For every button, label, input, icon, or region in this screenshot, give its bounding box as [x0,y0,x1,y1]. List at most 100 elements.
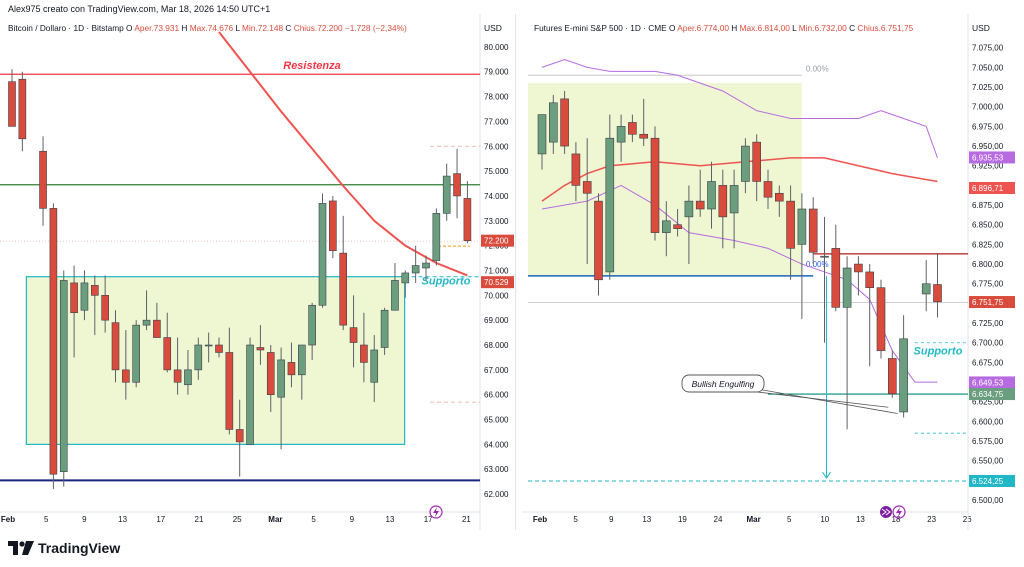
candle-body[interactable] [411,265,420,274]
candle-body[interactable] [101,295,109,321]
candle-body[interactable] [308,304,316,346]
candle-body[interactable] [741,145,750,182]
candle-body[interactable] [153,319,161,338]
candle-body[interactable] [204,344,213,347]
candle-body[interactable] [163,337,172,371]
candle-body[interactable] [39,150,47,209]
candle-body[interactable] [453,173,461,197]
candle-body[interactable] [763,181,773,198]
price-tag-label: 72.200 [484,237,509,246]
candle-body[interactable] [132,324,140,383]
candle-body[interactable] [370,349,379,383]
candle-body[interactable] [194,344,203,371]
candle-body[interactable] [422,262,430,269]
lightning-icon[interactable] [429,505,443,519]
candle-body[interactable] [442,175,451,214]
candle-body[interactable] [684,200,694,218]
candle-body[interactable] [571,153,581,186]
candle-body[interactable] [80,282,89,311]
candle-body[interactable] [225,352,234,430]
candle-body[interactable] [662,220,671,233]
candle-body[interactable] [582,181,592,194]
candle-body[interactable] [122,369,130,383]
band-lower-line[interactable] [541,184,938,383]
candle-body[interactable] [899,338,908,413]
candle-body[interactable] [380,309,389,348]
candle-body[interactable] [752,141,761,182]
candle-body[interactable] [865,271,875,288]
candle-body[interactable] [831,248,841,308]
candle-body[interactable] [820,255,829,258]
panel-divider[interactable] [515,14,522,530]
candle-body[interactable] [808,208,818,253]
candle-body[interactable] [842,267,852,308]
candle-body[interactable] [318,203,327,306]
candle-body[interactable] [401,272,410,284]
candle-body[interactable] [432,213,441,261]
x-tick-label: 21 [195,515,204,524]
candle-body[interactable] [628,122,637,135]
candle-body[interactable] [548,102,558,143]
ohlc-value: Min.6.732,00 [799,23,849,33]
candle-body[interactable] [277,359,285,398]
candle-body[interactable] [91,285,99,296]
candle-body[interactable] [921,283,931,295]
chart-header: Futures E-mini S&P 500 · 1D · CME O Aper… [534,23,914,33]
candle-body[interactable] [775,192,784,202]
candle-body[interactable] [349,327,358,343]
tradingview-logo[interactable]: TradingView [8,540,120,556]
sp500-chart-panel[interactable]: Futures E-mini S&P 500 · 1D · CME O Aper… [522,14,1024,530]
candle-body[interactable] [854,263,863,273]
candle-body[interactable] [463,198,472,241]
candle-body[interactable] [297,344,306,376]
candle-body[interactable] [537,114,547,155]
candle-body[interactable] [391,280,399,311]
candle-body[interactable] [246,344,254,445]
moving-average-line[interactable] [541,157,938,202]
candle-body[interactable] [876,287,886,351]
candle-body[interactable] [933,284,942,303]
candle-body[interactable] [215,344,223,353]
candle-body[interactable] [142,319,151,326]
candle-body[interactable] [70,282,78,314]
candle-body[interactable] [111,322,120,371]
candle-body[interactable] [786,200,795,249]
candle-body[interactable] [287,362,296,376]
candle-body[interactable] [639,133,648,139]
y-tick-label: 6.825,00 [972,240,1004,249]
bitcoin-chart[interactable]: Bitcoin / Dollaro · 1D · Bitstamp O Aper… [0,14,514,530]
candle-body[interactable] [18,78,27,140]
price-tag-label: 6.524,25 [972,477,1004,486]
candle-body[interactable] [256,347,265,351]
x-tick-label: 9 [82,515,87,524]
candle-body[interactable] [339,252,348,326]
candle-body[interactable] [729,185,739,214]
lightning-icon[interactable] [892,505,906,519]
candle-body[interactable] [707,181,716,210]
candle-body[interactable] [594,200,603,281]
candle-body[interactable] [266,352,275,395]
candle-body[interactable] [173,369,182,383]
candle-body[interactable] [673,224,682,229]
bitcoin-chart-panel[interactable]: Bitcoin / Dollaro · 1D · Bitstamp O Aper… [0,14,514,530]
tradingview-logo-icon [8,541,34,555]
candle-body[interactable] [360,344,368,363]
candle-body[interactable] [184,369,192,386]
candle-body[interactable] [695,200,705,210]
candle-body[interactable] [616,126,626,143]
candle-body[interactable] [8,81,16,127]
candle-body[interactable] [235,429,244,443]
y-tick-label: 64.000 [484,440,509,449]
candle-body[interactable] [650,137,660,233]
candle-body[interactable] [560,98,569,147]
candle-body[interactable] [797,208,807,245]
sp500-chart[interactable]: Futures E-mini S&P 500 · 1D · CME O Aper… [522,14,1024,530]
band-upper-line[interactable] [541,59,938,159]
candle-body[interactable] [329,200,337,251]
candle-body[interactable] [887,358,897,395]
candle-body[interactable] [718,185,728,218]
candle-body[interactable] [59,280,68,473]
candle-body[interactable] [49,208,58,475]
candle-body[interactable] [605,137,615,273]
callout-box[interactable] [681,374,765,393]
